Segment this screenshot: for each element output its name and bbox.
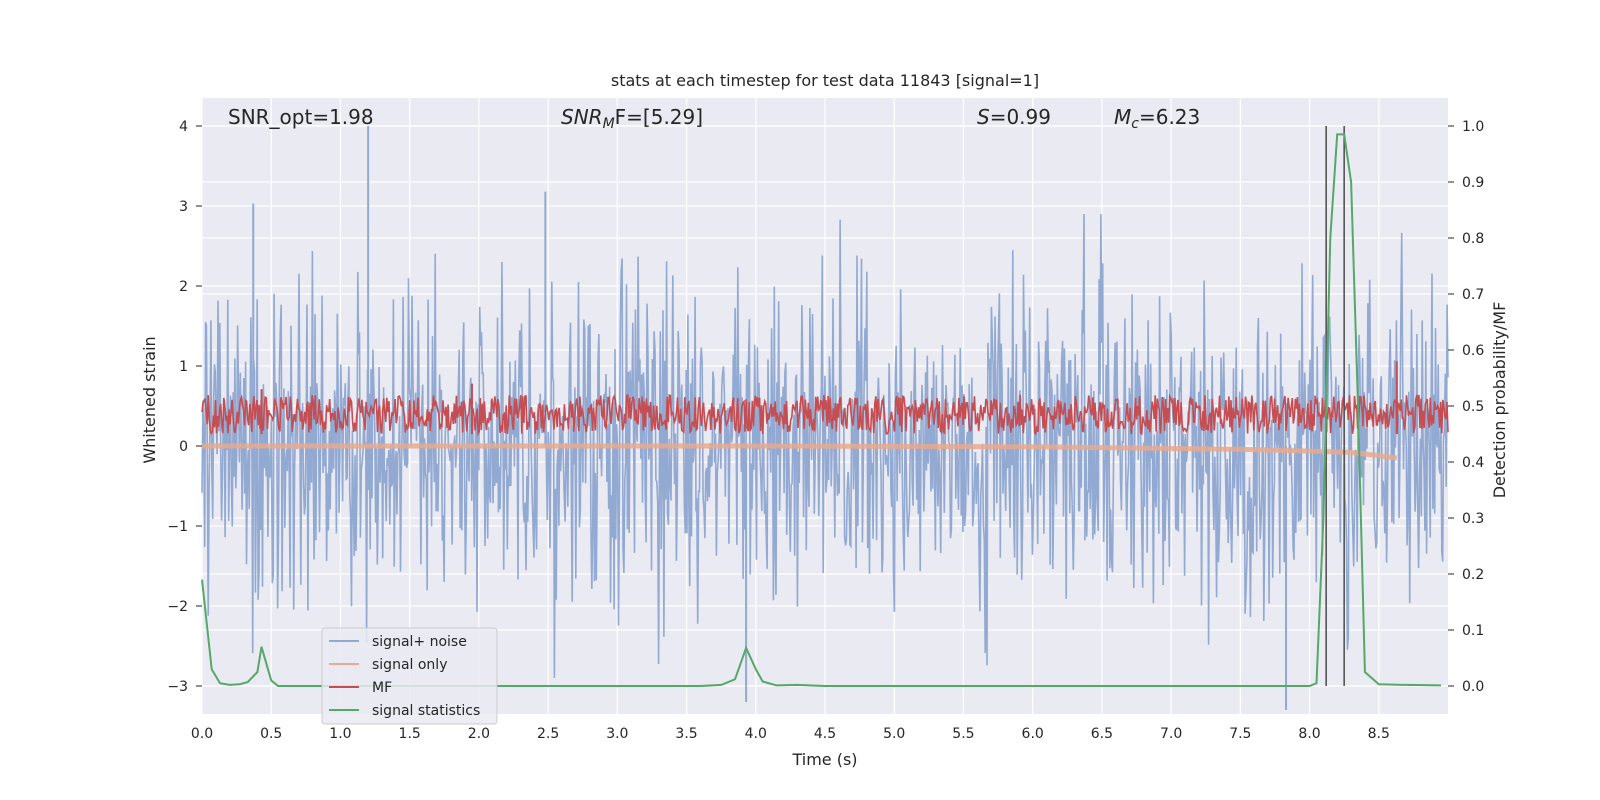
- x-tick-label: 0.0: [191, 726, 213, 742]
- chart-title: stats at each timestep for test data 118…: [611, 71, 1039, 90]
- y-left-ticks: −3 −2 −1 0 1 2 3 4: [167, 119, 202, 695]
- y-right-tick-label: 0.9: [1462, 175, 1484, 191]
- y-right-tick-label: 1.0: [1462, 119, 1484, 135]
- x-tick-label: 4.5: [814, 726, 836, 742]
- y-right-tick-label: 0.8: [1462, 231, 1484, 247]
- annotation-snr-mf: SNRMF=[5.29]: [561, 105, 703, 132]
- signal-noise-line: [201, 213, 1449, 679]
- x-tick-label: 2.5: [537, 726, 559, 742]
- y-right-tick-label: 0.1: [1462, 623, 1484, 639]
- x-tick-label: 1.0: [329, 726, 351, 742]
- annotation-mc: Mc=6.23: [1114, 105, 1200, 132]
- x-axis-label: Time (s): [791, 750, 857, 769]
- y-left-tick-label: 4: [179, 119, 188, 135]
- x-tick-label: 8.5: [1368, 726, 1390, 742]
- y-left-tick-label: −3: [167, 679, 188, 695]
- x-tick-label: 2.0: [468, 726, 490, 742]
- x-tick-label: 7.0: [1160, 726, 1182, 742]
- mf-series: [201, 361, 1449, 437]
- y-right-tick-label: 0.5: [1462, 399, 1484, 415]
- y-right-tick-label: 0.7: [1462, 287, 1484, 303]
- y-right-ticks: 0.0 0.1 0.2 0.3 0.4 0.5 0.6 0.7 0.8 0.9 1.0: [1448, 119, 1484, 695]
- annotation-snr-opt: SNR_opt=1.98: [228, 105, 374, 129]
- y-left-tick-label: 2: [179, 279, 188, 295]
- legend-box: [321, 627, 498, 725]
- y-right-tick-label: 0.2: [1462, 567, 1484, 583]
- x-tick-label: 8.0: [1298, 726, 1320, 742]
- x-tick-label: 7.5: [1229, 726, 1251, 742]
- signal-statistics-line: [201, 133, 1442, 687]
- x-tick-label: 6.0: [1022, 726, 1044, 742]
- x-tick-label: 4.0: [745, 726, 767, 742]
- legend-label-signal: signal only: [372, 657, 447, 673]
- y-right-axis-label: Detection probability/MF: [1490, 302, 1509, 499]
- signal-statistics-series: [201, 133, 1442, 687]
- signal-only-series: [202, 443, 1398, 461]
- x-tick-label: 6.5: [1091, 726, 1113, 742]
- legend-label-noise: signal+ noise: [372, 634, 467, 650]
- x-tick-label: 1.5: [399, 726, 421, 742]
- legend-label-mf: MF: [372, 680, 392, 696]
- x-tick-label: 3.0: [606, 726, 628, 742]
- y-left-tick-label: 1: [179, 359, 188, 375]
- mf-line: [201, 393, 1449, 437]
- legend-label-stats: signal statistics: [372, 703, 480, 719]
- y-right-tick-label: 0.6: [1462, 343, 1484, 359]
- y-left-axis-label: Whitened strain: [140, 336, 159, 463]
- y-right-tick-label: 0.3: [1462, 511, 1484, 527]
- x-tick-label: 5.0: [883, 726, 905, 742]
- x-ticks: 0.0 0.5 1.0 1.5 2.0 2.5 3.0 3.5 4.0 4.5 5.0 5.5 6.0 6…: [191, 726, 1390, 742]
- y-left-tick-label: 0: [179, 439, 188, 455]
- y-right-tick-label: 0.0: [1462, 679, 1484, 695]
- y-right-tick-label: 0.4: [1462, 455, 1484, 471]
- x-tick-label: 3.5: [675, 726, 697, 742]
- annotation-s: S=0.99: [977, 105, 1051, 129]
- y-left-tick-label: 3: [179, 199, 188, 215]
- legend: signal+ noise signal only MF signal stat…: [321, 627, 498, 725]
- y-left-tick-label: −2: [167, 599, 188, 615]
- x-tick-label: 0.5: [260, 726, 282, 742]
- y-left-tick-label: −1: [167, 519, 188, 535]
- x-tick-label: 5.5: [952, 726, 974, 742]
- signal-only-line: [202, 443, 1398, 461]
